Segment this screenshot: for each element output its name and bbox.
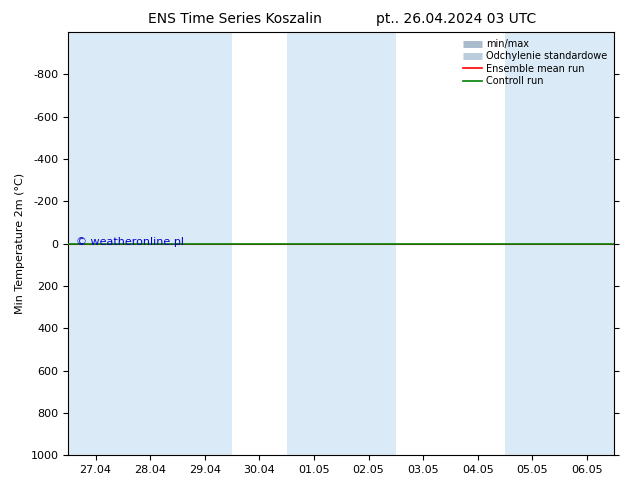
Bar (123, 32, 178, 455)
Text: © weatheronline.pl: © weatheronline.pl (77, 238, 184, 247)
Legend: min/max, Odchylenie standardowe, Ensemble mean run, Controll run: min/max, Odchylenie standardowe, Ensembl… (461, 37, 609, 88)
Text: pt.. 26.04.2024 03 UTC: pt.. 26.04.2024 03 UTC (377, 12, 536, 26)
Bar (178, 32, 232, 455)
Bar (287, 32, 341, 455)
Y-axis label: Min Temperature 2m (°C): Min Temperature 2m (°C) (15, 173, 25, 314)
Bar (68, 32, 123, 455)
Bar (505, 32, 560, 455)
Bar (560, 32, 614, 455)
Text: ENS Time Series Koszalin: ENS Time Series Koszalin (148, 12, 321, 26)
Bar (341, 32, 396, 455)
